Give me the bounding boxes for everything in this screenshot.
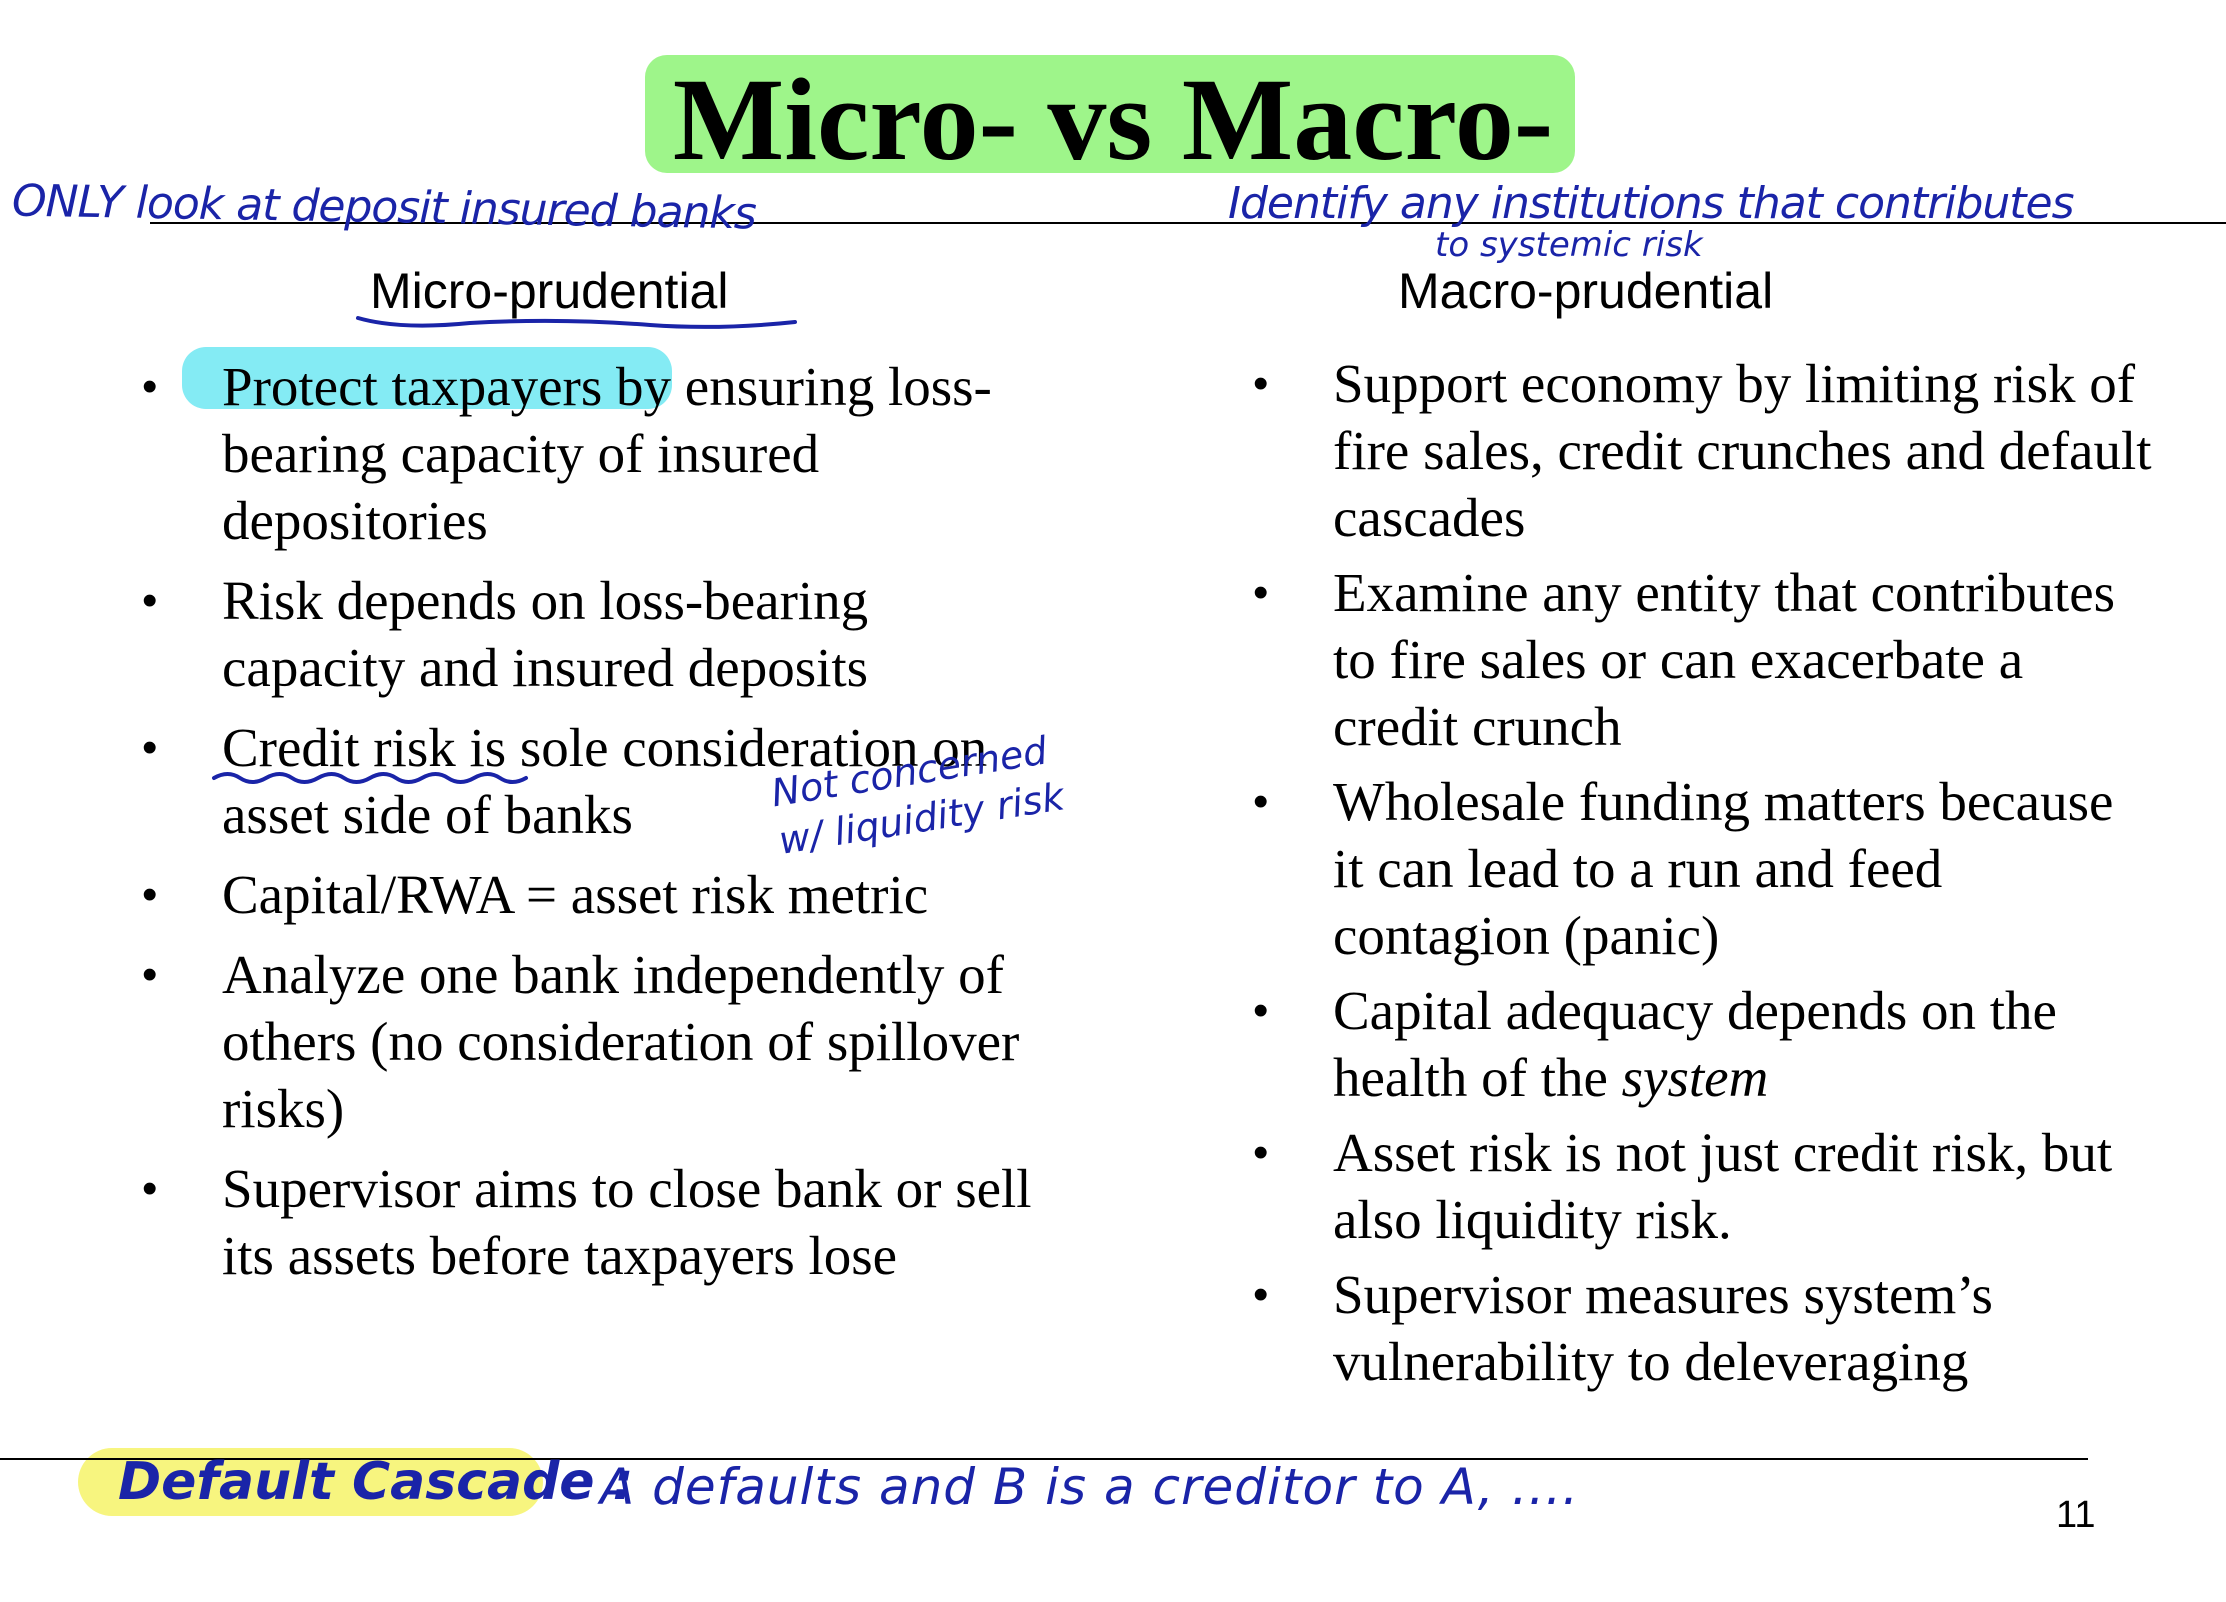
bullet-icon: •: [142, 1164, 158, 1213]
macro-bullet-text: Capital adequacy depends on the health o…: [1333, 980, 2057, 1108]
micro-heading-underline: [356, 316, 797, 329]
micro-bullet: • Supervisor aims to close bank or sell …: [142, 1155, 1042, 1289]
macro-bullet: • Examine any entity that contributes to…: [1253, 559, 2153, 760]
page-number: 11: [2056, 1494, 2096, 1536]
macro-prudential-heading: Macro-prudential: [1398, 263, 1774, 319]
credit-risk-squiggle: [212, 772, 528, 784]
macro-bullet: • Asset risk is not just credit risk, bu…: [1253, 1119, 2153, 1253]
macro-bullet: • Support economy by limiting risk of fi…: [1253, 350, 2153, 551]
micro-bullet: • Analyze one bank independently of othe…: [142, 941, 1042, 1142]
bullet-icon: •: [142, 576, 158, 625]
macro-bullet-text: Supervisor measures system’s vulnerabili…: [1333, 1264, 1993, 1392]
micro-bullet: • Protect taxpayers by ensuring loss-bea…: [142, 353, 1042, 554]
micro-bullet-text: Capital/RWA = asset risk metric: [222, 864, 929, 925]
bullet-icon: •: [142, 723, 158, 772]
bullet-icon: •: [1253, 1270, 1269, 1319]
bullet-icon: •: [1253, 359, 1269, 408]
micro-bullet-text: Analyze one bank independently of others…: [222, 944, 1020, 1139]
top-divider: [150, 222, 2226, 224]
handwritten-default-cascade-text: A defaults and B is a creditor to A, ...…: [600, 1458, 1580, 1516]
slide-title: Micro- vs Macro-: [672, 54, 1554, 185]
bullet-icon: •: [142, 950, 158, 999]
title-highlight: [645, 55, 1575, 173]
bullet-icon: •: [142, 870, 158, 919]
handwritten-default-cascade-label: Default Cascade :: [118, 1452, 634, 1512]
bottom-divider: [0, 1458, 2088, 1460]
micro-bullet-text: Credit risk is sole consideration on ass…: [222, 717, 988, 845]
bullet-icon: •: [1253, 986, 1269, 1035]
taxpayers-highlight: [182, 347, 672, 409]
micro-bullet: • Capital/RWA = asset risk metric: [142, 861, 1042, 928]
macro-bullet: • Supervisor measures system’s vulnerabi…: [1253, 1261, 2153, 1395]
macro-bullet: • Wholesale funding matters because it c…: [1253, 768, 2153, 969]
macro-bullet: • Capital adequacy depends on the health…: [1253, 977, 2153, 1111]
handwritten-note-identify: Identify any institutions that contribut…: [1228, 178, 2075, 229]
macro-prudential-list: • Support economy by limiting risk of fi…: [1253, 350, 2153, 1403]
macro-bullet-text: Examine any entity that contributes to f…: [1333, 562, 2116, 757]
micro-bullet-highlighted-text: Protect taxpayers: [222, 356, 603, 417]
bullet-icon: •: [1253, 777, 1269, 826]
micro-prudential-list: • Protect taxpayers by ensuring loss-bea…: [142, 353, 1042, 1302]
micro-bullet: • Credit risk is sole consideration on a…: [142, 714, 1042, 848]
bullet-icon: •: [142, 362, 158, 411]
micro-bullet-text: by ensuring loss-bearing capacity of ins…: [222, 356, 992, 551]
bullet-icon: •: [1253, 1128, 1269, 1177]
macro-bullet-italic: system: [1621, 1047, 1769, 1108]
macro-bullet-text: Asset risk is not just credit risk, but …: [1333, 1122, 2113, 1250]
micro-prudential-heading: Micro-prudential: [370, 263, 729, 319]
micro-bullet-text: Risk depends on loss-bearing capacity an…: [222, 570, 869, 698]
micro-bullet: • Risk depends on loss-bearing capacity …: [142, 567, 1042, 701]
macro-bullet-text: Support economy by limiting risk of fire…: [1333, 353, 2152, 548]
bullet-icon: •: [1253, 568, 1269, 617]
handwritten-note-systemic-risk: to systemic risk: [1435, 225, 1703, 265]
micro-bullet-text: Supervisor aims to close bank or sell it…: [222, 1158, 1032, 1286]
macro-bullet-text: Wholesale funding matters because it can…: [1333, 771, 2114, 966]
